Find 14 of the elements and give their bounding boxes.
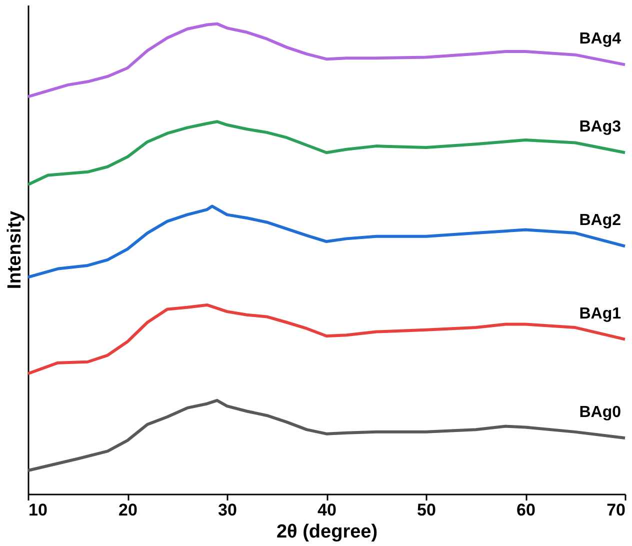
series-label: BAg2 [579,212,622,230]
x-tick-label: 10 [28,500,48,520]
x-tick-label: 20 [118,500,138,520]
x-tick-label: 70 [606,500,626,520]
series-label: BAg4 [579,30,622,48]
series-label: BAg0 [579,404,622,422]
y-axis-title: Intensity [4,210,26,290]
x-tick-label: 60 [516,500,536,520]
x-tick-label: 30 [218,500,237,520]
series-label: BAg3 [579,118,622,136]
x-tick-label: 50 [417,500,436,520]
x-tick-label: 40 [318,500,336,520]
x-axis-title: 2θ (degree) [276,522,378,542]
series-label: BAg1 [579,305,622,322]
